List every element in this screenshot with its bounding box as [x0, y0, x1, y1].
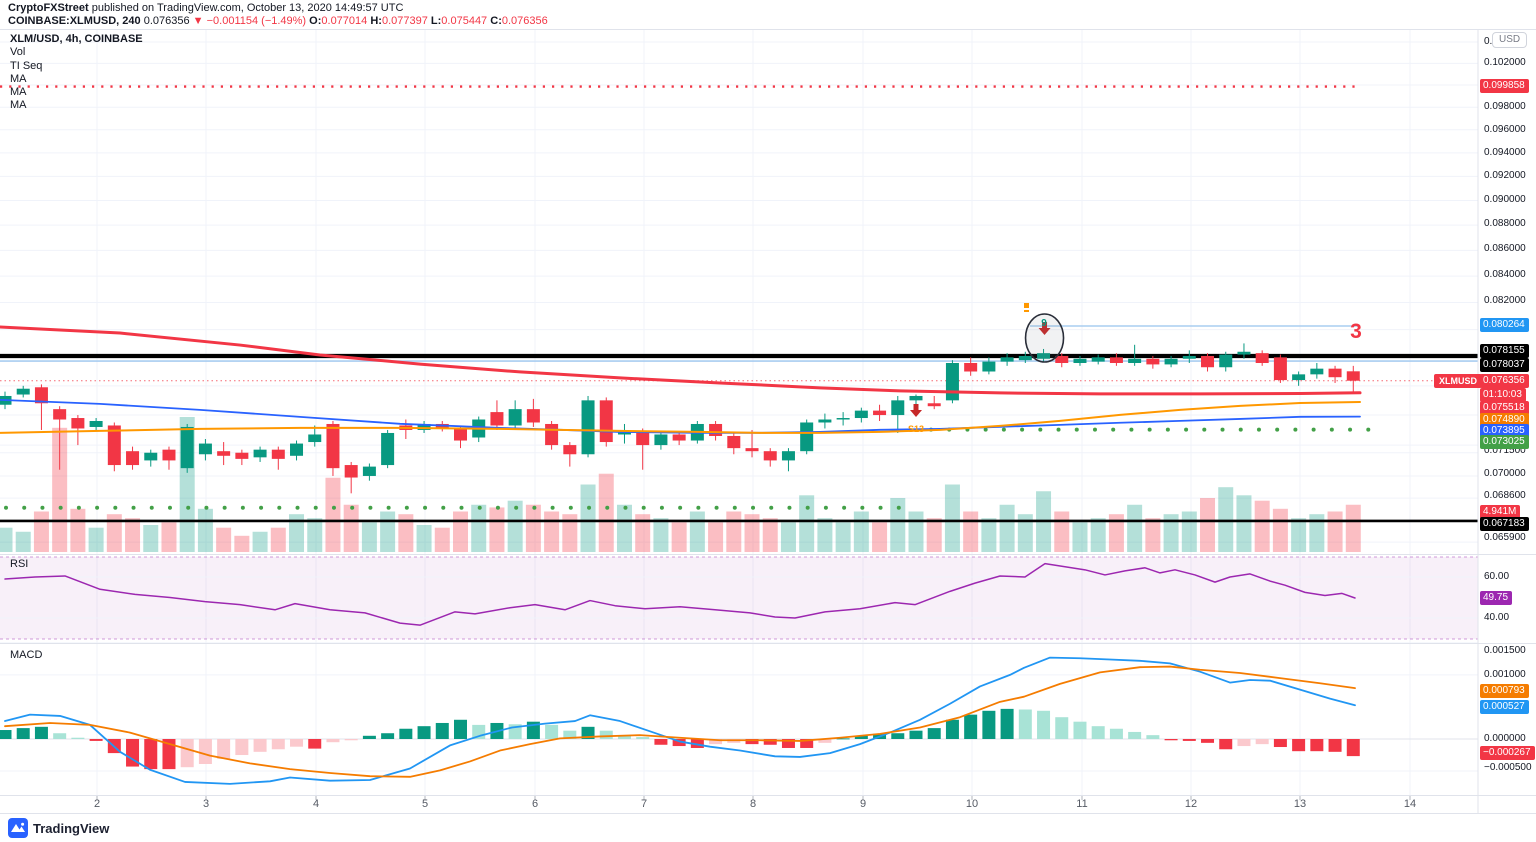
- price-axis-badge: 01:10:03: [1480, 388, 1526, 402]
- tradingview-logo-text: TradingView: [33, 820, 110, 836]
- legend-item-vol[interactable]: Vol: [10, 46, 26, 59]
- price-axis-label: 0.096000: [1484, 124, 1526, 135]
- price-axis-label: 0.084000: [1484, 269, 1526, 280]
- price-axis-badge: 0.078037: [1480, 358, 1529, 372]
- byline: CryptoFXStreet published on TradingView.…: [8, 2, 403, 15]
- byline-rest: published on TradingView.com, October 13…: [88, 2, 404, 14]
- td-seq-nine-label: 9: [1041, 318, 1047, 329]
- open-label: O:: [309, 15, 322, 27]
- high-value: 0.077397: [381, 15, 428, 27]
- price-axis-label: 0.001000: [1484, 669, 1526, 680]
- price-axis-label: 0.090000: [1484, 194, 1526, 205]
- price-axis-badge: 49.75: [1480, 591, 1513, 605]
- time-axis-label: 4: [312, 798, 320, 810]
- price-axis-badge: 0.000527: [1480, 700, 1529, 714]
- price-axis-label: 0.071500: [1484, 445, 1526, 456]
- price-axis-label: 0.098000: [1484, 101, 1526, 112]
- time-axis-label: 13: [1293, 798, 1307, 810]
- price-axis-badge: 0.076356: [1480, 374, 1529, 388]
- time-axis-label: 14: [1403, 798, 1417, 810]
- legend-item-ma2[interactable]: MA: [10, 86, 27, 99]
- low-value: 0.075447: [441, 15, 488, 27]
- time-axis-label: 9: [859, 798, 867, 810]
- symbol-status-line: COINBASE:XLMUSD, 240 0.076356 ▼ −0.00115…: [8, 15, 548, 28]
- price-axis-label: 0.082000: [1484, 295, 1526, 306]
- time-axis-label: 2: [93, 798, 101, 810]
- price-axis-label: 0.000000: [1484, 733, 1526, 744]
- down-arrow-icon: ▼: [192, 15, 204, 27]
- price-axis-badge: 0.073025: [1480, 435, 1529, 449]
- price-axis-label: 60.00: [1484, 571, 1510, 582]
- price-axis-badge: 0.099858: [1480, 79, 1529, 93]
- price-axis-badge: 0.000793: [1480, 684, 1529, 698]
- time-axis-separator: [0, 795, 1536, 796]
- price-axis-label: 0.094000: [1484, 147, 1526, 158]
- price-axis-label: 0.068600: [1484, 490, 1526, 501]
- tradingview-logo-icon: [8, 818, 28, 838]
- price-axis-label: 0.070000: [1484, 468, 1526, 479]
- byline-author: CryptoFXStreet: [8, 2, 89, 14]
- high-label: H:: [370, 15, 382, 27]
- price-axis-badge: 0.078155: [1480, 344, 1529, 358]
- tradingview-logo[interactable]: TradingView: [8, 818, 109, 838]
- legend-item-ma1[interactable]: MA: [10, 72, 27, 85]
- macd-pane-label[interactable]: MACD: [10, 649, 43, 661]
- price-change: −0.001154 (−1.49%): [206, 15, 307, 27]
- chart-bottom-border: [0, 813, 1536, 814]
- open-value: 0.077014: [321, 15, 368, 27]
- price-axis-label: 40.00: [1484, 612, 1510, 623]
- legend-symbol[interactable]: XLM/USD, 4h, COINBASE: [10, 33, 143, 45]
- time-axis-label: 11: [1076, 798, 1088, 810]
- price-axis-label: −0.000500: [1484, 762, 1532, 773]
- legend-item-tiseq[interactable]: TI Seq: [10, 59, 43, 72]
- time-axis-label: 6: [531, 798, 539, 810]
- price-axis-label: 0.086000: [1484, 243, 1526, 254]
- price-axis-badge: 0.073895: [1480, 424, 1529, 438]
- rsi-pane-label[interactable]: RSI: [10, 558, 29, 570]
- price-axis-label: 0.001500: [1484, 645, 1526, 656]
- last-price: 0.076356: [143, 15, 190, 27]
- close-label: C:: [490, 15, 502, 27]
- price-axis-label: 0.102000: [1484, 57, 1526, 68]
- time-axis-label: 10: [965, 798, 979, 810]
- price-axis-badge: 0.067183: [1480, 517, 1529, 531]
- price-axis-badge: 0.080264: [1480, 318, 1529, 332]
- time-axis-label: 3: [202, 798, 210, 810]
- time-axis-label: 7: [640, 798, 648, 810]
- price-axis-badge: 4.941M: [1480, 505, 1521, 519]
- price-axis-label: 0.065900: [1484, 532, 1526, 543]
- time-axis-label: 8: [749, 798, 757, 810]
- symbol-price-label: XLMUSD: [1434, 374, 1482, 388]
- low-label: L:: [430, 15, 442, 27]
- price-axis-label: 0.088000: [1484, 218, 1526, 229]
- legend-item-ma3[interactable]: MA: [10, 99, 27, 112]
- price-axis-label: 0.092000: [1484, 170, 1526, 181]
- price-axis-badge: 0.075518: [1480, 401, 1529, 415]
- close-value: 0.076356: [501, 15, 548, 27]
- rsi-pane-separator[interactable]: [0, 554, 1536, 555]
- price-axis-badge: 0.074890: [1480, 413, 1529, 427]
- symbol-name: COINBASE:XLMUSD, 240: [8, 15, 141, 27]
- macd-pane-separator[interactable]: [0, 643, 1536, 644]
- td-seq-s13-label: S13: [907, 424, 924, 434]
- main-pane-legend: XLM/USD, 4h, COINBASE Vol TI Seq MA MA M…: [10, 33, 143, 113]
- time-axis-label: 12: [1184, 798, 1198, 810]
- chart-top-border: [0, 29, 1536, 30]
- price-axis-badge: −0.000267: [1480, 746, 1535, 760]
- time-axis-label: 5: [421, 798, 429, 810]
- annotation-three-label: 3: [1350, 320, 1362, 343]
- currency-toggle-button[interactable]: USD: [1492, 32, 1528, 48]
